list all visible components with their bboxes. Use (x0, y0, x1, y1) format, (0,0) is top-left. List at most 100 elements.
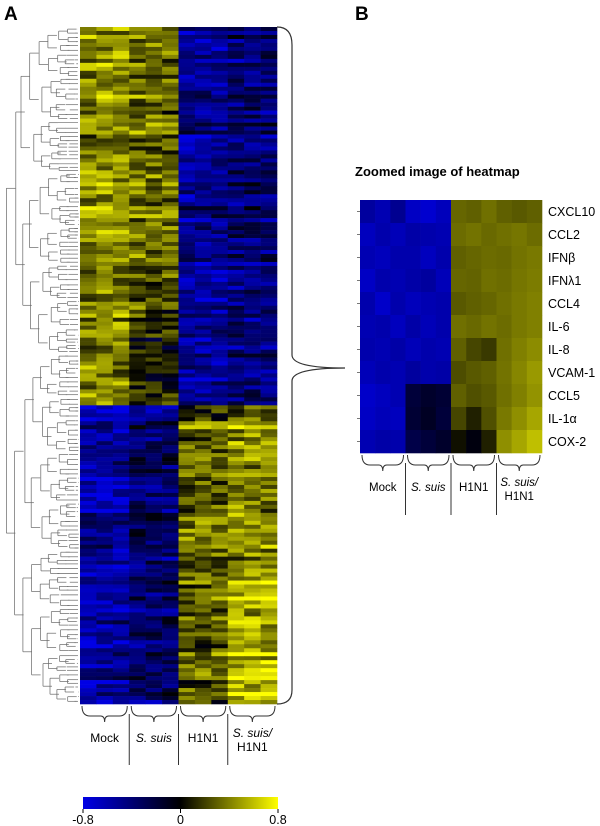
heatmap-a-cell (244, 584, 261, 589)
heatmap-a-cell (145, 568, 163, 573)
heatmap-b-cell (466, 315, 482, 339)
heatmap-a-cell (162, 389, 179, 394)
heatmap-a-cell (162, 684, 179, 689)
heatmap-a-cell (244, 385, 261, 390)
heatmap-a-cell (162, 688, 179, 693)
gene-label: CCL2 (548, 228, 580, 242)
heatmap-a-cell (227, 568, 245, 573)
heatmap-a-cell (96, 660, 114, 665)
heatmap-a-cell (244, 461, 261, 466)
heatmap-a-cell (227, 277, 245, 283)
heatmap-a-cell (112, 74, 130, 80)
heatmap-a-cell (211, 445, 229, 450)
heatmap-a-cell (129, 544, 146, 549)
heatmap-a-cell (112, 389, 130, 394)
heatmap-a-cell (145, 321, 163, 326)
heatmap-a-cell (244, 672, 261, 677)
heatmap-a-cell (244, 345, 261, 350)
heatmap-a-cell (162, 568, 179, 573)
heatmap-a-cell (145, 313, 163, 319)
heatmap-a-cell (178, 130, 196, 135)
heatmap-a-cell (145, 269, 163, 275)
heatmap-a-cell (96, 86, 114, 92)
heatmap-a-cell (260, 110, 278, 115)
heatmap-a-cell (227, 536, 245, 542)
heatmap-a-cell (211, 234, 229, 239)
heatmap-a-cell (129, 134, 146, 139)
heatmap-a-cell (211, 484, 229, 490)
heatmap-a-cell (129, 548, 146, 553)
heatmap-a-cell (80, 357, 97, 362)
heatmap-a-cell (162, 301, 179, 307)
heatmap-a-cell (112, 564, 130, 569)
heatmap-a-cell (244, 624, 261, 629)
heatmap-a-cell (145, 377, 163, 382)
heatmap-a-cell (211, 301, 229, 307)
heatmap-a-cell (227, 146, 245, 151)
heatmap-a-cell (227, 692, 245, 697)
heatmap-a-cell (227, 425, 245, 430)
heatmap-a-cell (211, 250, 229, 255)
heatmap-a-cell (96, 66, 114, 72)
heatmap-a-cell (80, 313, 97, 319)
heatmap-a-cell (129, 142, 146, 147)
heatmap-a-cell (178, 500, 196, 506)
heatmap-a-cell (112, 696, 130, 701)
heatmap-a-cell (96, 676, 114, 681)
heatmap-a-cell (162, 150, 179, 155)
heatmap-a-cell (260, 580, 278, 585)
heatmap-a-cell (96, 74, 114, 80)
heatmap-b-cell (526, 315, 543, 339)
heatmap-a-cell (162, 628, 179, 633)
heatmap-a-cell (194, 700, 212, 705)
heatmap-a-cell (112, 190, 130, 195)
heatmap-a-cell (112, 257, 130, 263)
heatmap-a-cell (244, 289, 261, 295)
heatmap-a-cell (211, 620, 229, 625)
heatmap-b-cell (405, 315, 421, 339)
heatmap-a-cell (260, 636, 278, 641)
heatmap-a-cell (244, 477, 261, 482)
heatmap-a-cell (96, 297, 114, 303)
heatmap-a-cell (129, 218, 146, 223)
heatmap-a-cell (162, 453, 179, 458)
heatmap-a-cell (211, 74, 229, 80)
heatmap-a-cell (244, 305, 261, 311)
heatmap-a-cell (129, 373, 146, 378)
heatmap-a (80, 27, 278, 705)
heatmap-a-cell (194, 560, 212, 565)
heatmap-a-cell (211, 496, 229, 502)
heatmap-b-cell (360, 200, 376, 224)
heatmap-a-cell (260, 158, 278, 163)
heatmap-a-cell (211, 289, 229, 295)
heatmap-b-cell (435, 338, 452, 362)
heatmap-a-cell (260, 433, 278, 438)
heatmap-a-cell (162, 345, 179, 350)
heatmap-a-cell (178, 676, 196, 681)
heatmap-a-cell (112, 281, 130, 287)
heatmap-a-cell (178, 226, 196, 231)
heatmap-a-cell (260, 321, 278, 326)
heatmap-a-cell (129, 664, 146, 669)
heatmap-a-cell (244, 162, 261, 167)
heatmap-a-cell (260, 226, 278, 231)
heatmap-a-cell (227, 230, 245, 235)
heatmap-b-cell (481, 200, 497, 224)
heatmap-a-cell (80, 508, 97, 514)
group-label: H1N1 (188, 731, 219, 745)
heatmap-a-cell (145, 289, 163, 295)
heatmap-a-cell (80, 568, 97, 573)
heatmap-a-cell (162, 186, 179, 191)
heatmap-a-cell (178, 696, 196, 701)
heatmap-a-cell (162, 313, 179, 319)
heatmap-a-cell (211, 82, 229, 88)
heatmap-a-cell (145, 202, 163, 207)
heatmap-a-cell (227, 508, 245, 514)
heatmap-a-cell (80, 94, 97, 99)
heatmap-a-cell (129, 377, 146, 382)
heatmap-a-cell (244, 397, 261, 402)
heatmap-a-cell (260, 150, 278, 155)
heatmap-a-cell (227, 86, 245, 92)
heatmap-a-cell (211, 325, 229, 330)
heatmap-a-cell (194, 656, 212, 661)
